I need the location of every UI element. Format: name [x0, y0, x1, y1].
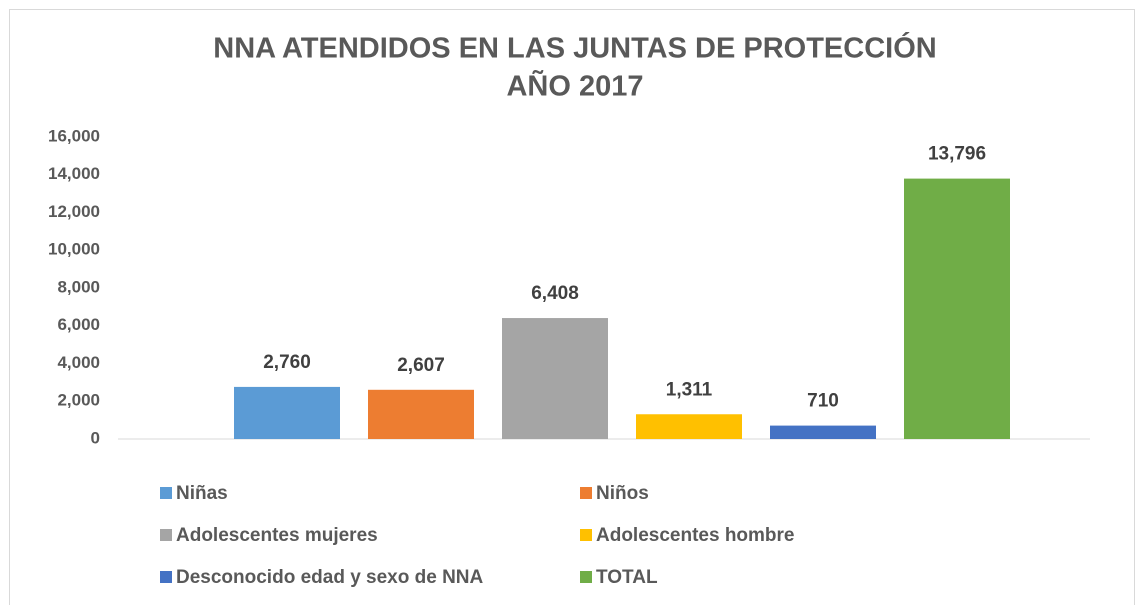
- legend-swatch: [160, 571, 172, 583]
- bar: [770, 425, 876, 439]
- bar: [502, 318, 608, 439]
- y-tick-label: 10,000: [48, 240, 100, 259]
- legend-label: TOTAL: [596, 567, 658, 588]
- y-tick-label: 16,000: [48, 126, 100, 145]
- data-label: 710: [807, 391, 839, 412]
- data-label: 2,760: [263, 352, 311, 373]
- y-tick-label: 8,000: [57, 277, 100, 296]
- y-tick-label: 12,000: [48, 202, 100, 221]
- legend-label: Adolescentes mujeres: [176, 525, 378, 546]
- y-tick-label: 4,000: [57, 353, 100, 372]
- bar: [636, 414, 742, 439]
- y-tick-label: 6,000: [57, 315, 100, 334]
- bar: [234, 386, 340, 439]
- data-label: 2,607: [397, 355, 445, 376]
- y-tick-label: 14,000: [48, 164, 100, 183]
- legend-label: Niñas: [176, 483, 228, 504]
- chart-title: AÑO 2017: [506, 69, 643, 103]
- bar: [904, 178, 1010, 439]
- legend-swatch: [160, 487, 172, 499]
- legend-swatch: [580, 529, 592, 541]
- chart-title: NNA ATENDIDOS EN LAS JUNTAS DE PROTECCIÓ…: [213, 31, 936, 65]
- y-tick-label: 0: [91, 428, 100, 447]
- data-label: 13,796: [928, 144, 986, 165]
- legend-swatch: [580, 571, 592, 583]
- data-label: 6,408: [531, 283, 579, 304]
- legend-label: Niños: [596, 483, 649, 504]
- legend-swatch: [160, 529, 172, 541]
- legend-label: Desconocido edad y sexo de NNA: [176, 567, 484, 588]
- legend-label: Adolescentes hombre: [596, 525, 795, 546]
- y-tick-label: 2,000: [57, 391, 100, 410]
- legend-swatch: [580, 487, 592, 499]
- data-label: 1,311: [666, 379, 713, 400]
- bar: [368, 389, 474, 439]
